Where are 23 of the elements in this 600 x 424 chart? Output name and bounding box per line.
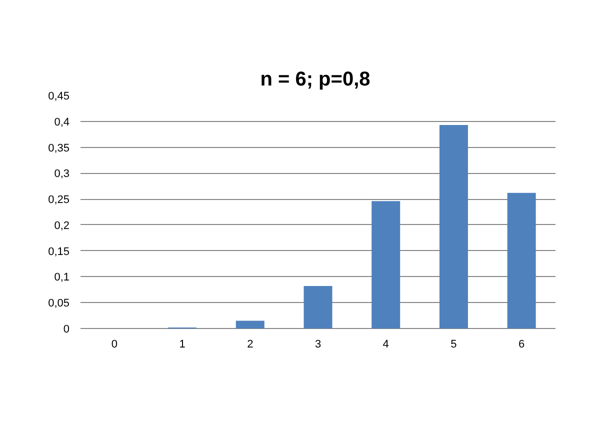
y-tick-label: 0,4	[54, 116, 70, 128]
bar	[304, 286, 332, 328]
chart-title: n = 6; p=0,8	[260, 68, 370, 90]
bar	[372, 201, 400, 328]
x-tick-label: 6	[518, 338, 525, 350]
y-tick-label: 0,1	[54, 272, 70, 284]
x-tick-label: 2	[247, 338, 254, 350]
x-tick-label: 3	[314, 338, 322, 350]
y-tick-label: 0,05	[48, 298, 70, 310]
y-tick-label: 0,25	[48, 194, 70, 206]
x-tick-label: 5	[450, 338, 457, 350]
x-tick-label: 0	[111, 338, 118, 350]
bar	[507, 192, 536, 328]
x-tick-label: 4	[382, 338, 389, 350]
bar	[236, 320, 264, 328]
y-tick-label: 0,35	[48, 142, 70, 154]
y-tick-label: 0,15	[48, 246, 70, 258]
bar	[439, 125, 468, 328]
x-tick-label: 1	[179, 338, 186, 350]
y-tick-label: 0,45	[48, 90, 70, 102]
y-tick-label: 0,3	[54, 168, 70, 180]
y-tick-label: 0,2	[54, 220, 70, 232]
y-tick-label: 0	[63, 324, 70, 336]
